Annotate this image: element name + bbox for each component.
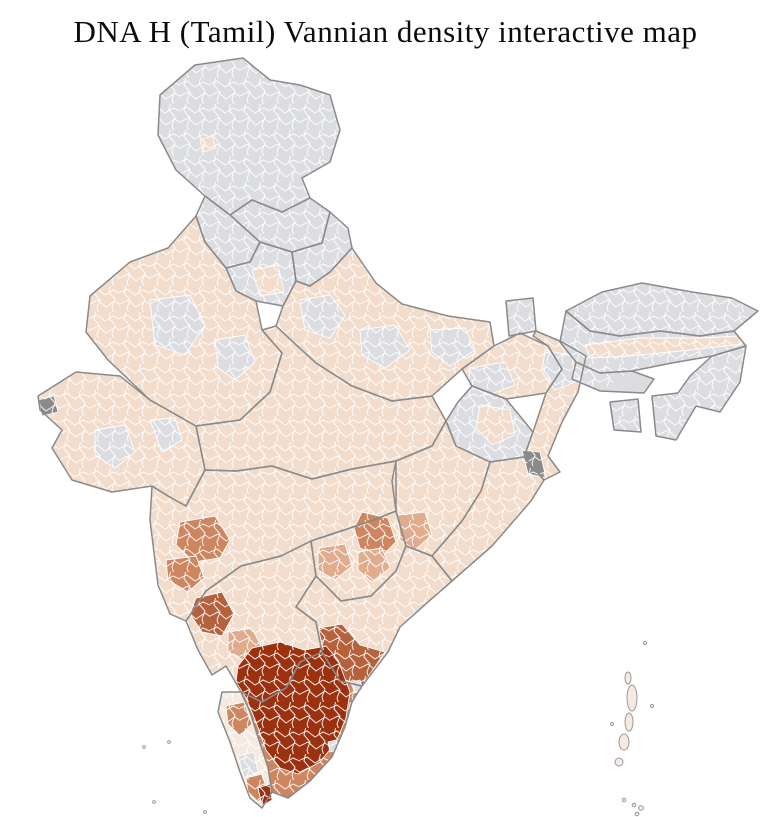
state-border-layer — [37, 57, 759, 809]
andaman-nicobar-islands[interactable] — [609, 640, 655, 817]
district-boundary-mesh — [38, 58, 758, 808]
map-title: DNA H (Tamil) Vannian density interactiv… — [73, 14, 698, 49]
lakshadweep-islands[interactable] — [142, 740, 207, 814]
